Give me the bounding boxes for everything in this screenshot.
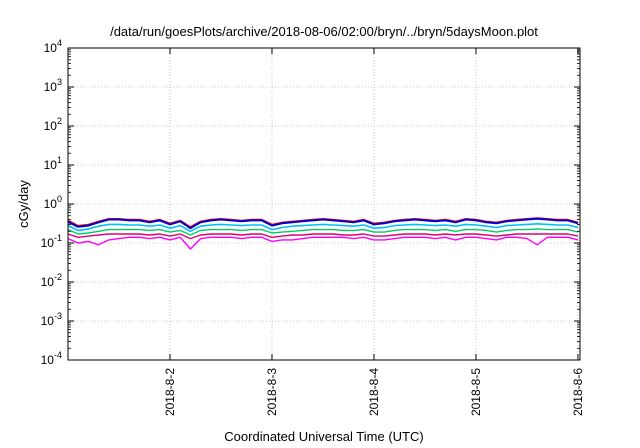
series-line-1 [67, 236, 579, 250]
y-axis: 10-4 10-3 10-2 10-1 100 101 102 103 104 [41, 38, 580, 367]
y-tick-label: 101 [44, 155, 62, 172]
series-line-3 [67, 217, 579, 230]
series-line-5 [67, 228, 579, 236]
y-tick-label: 102 [44, 116, 62, 133]
y-tick-label: 103 [44, 77, 62, 94]
x-tick-label: 2018-8-2 [163, 368, 177, 416]
x-tick-label: 2018-8-3 [265, 368, 279, 416]
y-tick-label: 10-2 [41, 272, 62, 289]
x-axis-label: Coordinated Universal Time (UTC) [224, 429, 423, 444]
series-line-4 [67, 223, 579, 233]
series-line-6 [67, 233, 579, 240]
x-axis: 2018-8-2 2018-8-3 2018-8-4 2018-8-5 2018-8-6 [163, 48, 585, 416]
y-tick-label: 104 [44, 38, 62, 55]
y-tick-label: 10-1 [41, 233, 62, 250]
y-tick-label: 100 [44, 194, 62, 211]
grid [68, 48, 580, 360]
x-tick-label: 2018-8-5 [469, 368, 483, 416]
series-layer [67, 217, 579, 250]
y-tick-label: 10-3 [41, 311, 62, 328]
x-tick-label: 2018-8-6 [571, 368, 585, 416]
chart-title: /data/run/goesPlots/archive/2018-08-06/0… [110, 24, 538, 39]
y-axis-label: cGy/day [16, 180, 31, 228]
x-tick-label: 2018-8-4 [367, 368, 381, 416]
y-tick-label: 10-4 [41, 350, 62, 367]
